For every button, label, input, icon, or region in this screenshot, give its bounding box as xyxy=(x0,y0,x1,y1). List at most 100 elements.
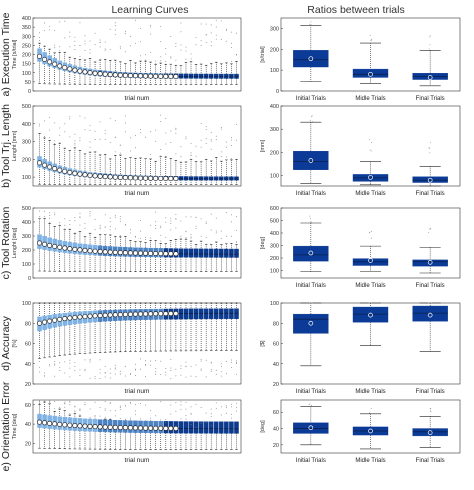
outlier-point xyxy=(109,220,111,222)
outlier-point xyxy=(114,216,116,218)
box-iqr xyxy=(234,308,239,320)
outlier-point xyxy=(79,137,81,139)
trial-box xyxy=(198,240,204,272)
outlier-point xyxy=(89,361,91,363)
outlier-point xyxy=(195,427,197,429)
outlier-point xyxy=(119,407,121,409)
mean-marker xyxy=(67,315,73,321)
mean-marker xyxy=(143,175,149,181)
outlier-point xyxy=(54,140,56,142)
outlier-point xyxy=(185,138,187,140)
trial-box xyxy=(143,302,148,352)
mean-marker xyxy=(138,175,144,181)
plot-frame xyxy=(32,17,242,92)
trial-box xyxy=(138,60,143,85)
outlier-point xyxy=(74,410,76,412)
outlier-point xyxy=(64,228,66,230)
outlier-point xyxy=(230,137,232,139)
outlier-point xyxy=(235,360,237,362)
y-tick-label: 300 xyxy=(22,234,31,240)
outlier-point xyxy=(195,216,197,218)
trial-box xyxy=(183,238,189,272)
outlier-point xyxy=(165,422,167,424)
outlier-point xyxy=(54,364,56,366)
mean-marker xyxy=(153,311,159,317)
box-iqr xyxy=(412,428,448,437)
outlier-point xyxy=(89,408,91,410)
outlier-point xyxy=(175,218,177,220)
outlier-point xyxy=(114,228,116,230)
mean-marker xyxy=(117,250,123,256)
trial-box xyxy=(138,302,143,352)
outlier-point xyxy=(119,220,121,222)
mean-marker xyxy=(62,65,68,71)
outlier-point xyxy=(39,123,41,125)
mean-marker xyxy=(47,242,53,248)
outlier-point xyxy=(225,373,227,375)
trial-box xyxy=(52,144,57,185)
outlier-point xyxy=(190,237,192,239)
category-label: Midle Trials xyxy=(355,458,385,464)
mean-marker xyxy=(42,56,48,62)
outlier-point xyxy=(230,361,232,363)
trial-box xyxy=(123,420,128,450)
trial-box xyxy=(163,302,169,352)
outlier-point xyxy=(180,418,182,420)
mean-marker xyxy=(62,168,68,174)
outlier-point xyxy=(94,401,96,403)
outlier-point xyxy=(74,140,76,142)
outlier-point xyxy=(230,366,232,368)
outlier-point xyxy=(129,232,131,234)
box-iqr xyxy=(229,248,234,258)
y-tick-label: 20 xyxy=(25,441,31,447)
mean-marker xyxy=(42,420,48,426)
outlier-point xyxy=(64,123,66,125)
mean-marker xyxy=(122,250,128,256)
outlier-point xyxy=(165,118,167,120)
outlier-point xyxy=(170,222,172,224)
outlier-point xyxy=(190,406,192,408)
outlier-point xyxy=(49,129,51,131)
mean-marker xyxy=(92,70,98,76)
outlier-point xyxy=(180,408,182,410)
outlier-point xyxy=(160,120,162,122)
outlier-point xyxy=(49,214,51,216)
outlier-point xyxy=(200,369,202,371)
trial-box xyxy=(67,414,73,450)
mean-marker xyxy=(107,312,113,318)
outlier-point xyxy=(205,421,207,423)
outlier-point xyxy=(165,60,167,62)
outlier-point xyxy=(69,362,71,364)
outlier-point xyxy=(99,138,101,140)
ratio-box xyxy=(412,50,448,87)
y-axis-label: Time [deg] xyxy=(12,413,18,439)
mean-marker xyxy=(163,73,169,79)
outlier-point xyxy=(185,408,187,410)
outlier-point xyxy=(429,44,431,46)
ratio-box xyxy=(352,245,389,273)
outlier-point xyxy=(195,364,197,366)
trial-box xyxy=(208,421,214,450)
outlier-point xyxy=(175,402,177,404)
outlier-point xyxy=(84,35,86,37)
outlier-point xyxy=(185,236,187,238)
outlier-point xyxy=(200,44,202,46)
mean-marker xyxy=(132,250,138,256)
outlier-point xyxy=(230,61,232,63)
outlier-point xyxy=(119,418,121,420)
trial-box xyxy=(214,421,219,450)
outlier-point xyxy=(140,368,142,370)
outlier-point xyxy=(160,401,162,403)
outlier-point xyxy=(205,33,207,35)
ratio-box xyxy=(352,161,389,186)
box-iqr xyxy=(203,308,209,320)
outlier-point xyxy=(369,149,371,151)
trial-box xyxy=(224,159,229,185)
mean-marker xyxy=(122,72,128,78)
outlier-point xyxy=(145,236,147,238)
outlier-point xyxy=(225,159,227,161)
y-tick-label: 200 xyxy=(22,248,31,254)
box-iqr xyxy=(352,306,389,323)
outlier-point xyxy=(104,133,106,135)
outlier-point xyxy=(170,413,172,415)
